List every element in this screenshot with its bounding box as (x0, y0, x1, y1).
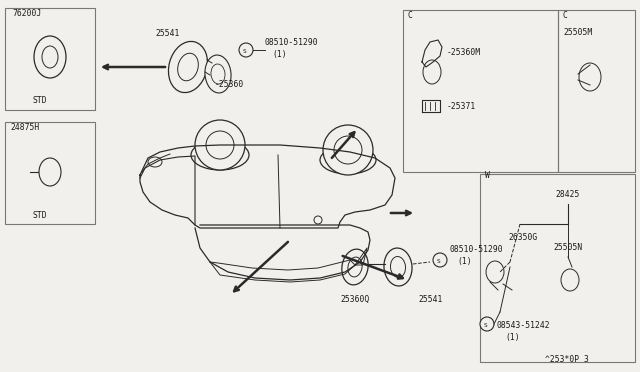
Text: 25360Q: 25360Q (340, 295, 369, 304)
Text: 08543-51242: 08543-51242 (497, 321, 550, 330)
Text: (1): (1) (505, 333, 520, 342)
Circle shape (433, 253, 447, 267)
Text: 25541: 25541 (418, 295, 442, 304)
Text: -25360: -25360 (215, 80, 244, 89)
Text: 25505M: 25505M (563, 28, 592, 37)
Text: C: C (408, 11, 413, 20)
Bar (403, 10, 558, 172)
Text: STD: STD (32, 96, 47, 105)
Ellipse shape (342, 249, 368, 285)
Text: -25360M: -25360M (447, 48, 481, 57)
Bar (5, 122, 95, 224)
Ellipse shape (320, 146, 376, 174)
Text: 08510-51290: 08510-51290 (450, 245, 504, 254)
Text: S: S (437, 259, 441, 264)
Ellipse shape (323, 125, 373, 175)
Ellipse shape (384, 248, 412, 286)
Bar (480, 174, 635, 362)
Text: 26350G: 26350G (508, 233, 537, 242)
Text: STD: STD (32, 211, 47, 220)
Text: S: S (484, 323, 488, 328)
Text: W: W (485, 171, 490, 180)
Ellipse shape (191, 140, 249, 170)
Text: -25371: -25371 (447, 102, 476, 111)
Ellipse shape (205, 55, 231, 93)
Text: C: C (563, 11, 568, 20)
Bar (558, 10, 635, 172)
Circle shape (480, 317, 494, 331)
Ellipse shape (168, 41, 207, 93)
Ellipse shape (195, 120, 245, 170)
Text: (1): (1) (457, 257, 472, 266)
Text: S: S (243, 49, 247, 54)
Text: 76200J: 76200J (12, 9, 41, 18)
Text: 25541: 25541 (155, 29, 179, 38)
Bar (5, 8, 95, 110)
Text: 08510-51290: 08510-51290 (265, 38, 319, 47)
Text: (1): (1) (272, 50, 287, 59)
Circle shape (239, 43, 253, 57)
Text: 28425: 28425 (555, 190, 579, 199)
Text: 24875H: 24875H (10, 123, 39, 132)
Text: 25505N: 25505N (553, 243, 582, 252)
Text: ^253*0P 3: ^253*0P 3 (545, 355, 589, 364)
